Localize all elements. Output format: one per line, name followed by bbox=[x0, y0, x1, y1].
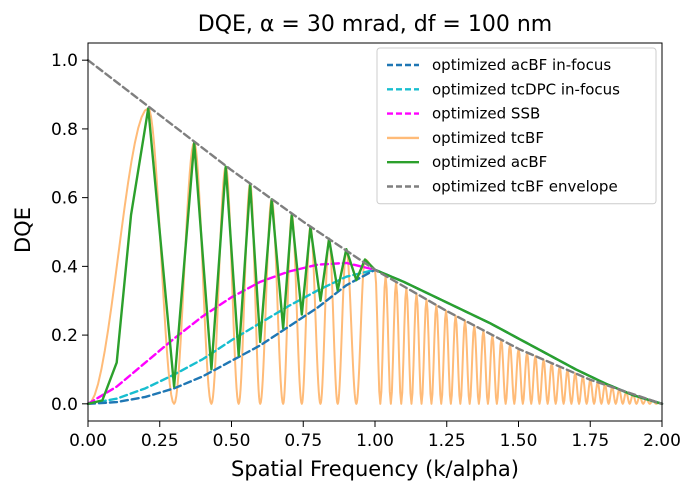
legend-label: optimized acBF in-focus bbox=[432, 56, 611, 74]
x-tick-label: 0.75 bbox=[284, 431, 322, 451]
legend-label: optimized tcBF bbox=[432, 129, 544, 147]
x-tick-label: 2.00 bbox=[643, 431, 681, 451]
y-tick-label: 0.4 bbox=[51, 257, 78, 277]
legend-label: optimized acBF bbox=[432, 153, 547, 171]
x-tick-label: 1.75 bbox=[571, 431, 609, 451]
x-axis-label: Spatial Frequency (k/alpha) bbox=[231, 457, 519, 481]
y-tick-label: 0.8 bbox=[51, 120, 78, 140]
y-tick-label: 1.0 bbox=[51, 51, 78, 71]
series-line-optimized-ssb bbox=[86, 261, 377, 406]
x-tick-label: 1.25 bbox=[428, 431, 466, 451]
series-line-optimized-acbf bbox=[86, 107, 664, 406]
y-tick-label: 0.0 bbox=[51, 395, 78, 415]
series-line-optimized-tcbf-envelope bbox=[86, 58, 664, 406]
x-tick-label: 1.00 bbox=[356, 431, 394, 451]
legend-label: optimized tcBF envelope bbox=[432, 178, 618, 196]
x-ticks: 0.00 0.25 0.50 0.75 1.00 1.25 1.50 1.75 2.00 bbox=[69, 421, 681, 451]
x-tick-label: 0.25 bbox=[141, 431, 179, 451]
legend-box bbox=[376, 47, 657, 205]
legend: optimized acBF in-focus optimized tcDPC i… bbox=[376, 47, 657, 205]
legend-label: optimized tcDPC in-focus bbox=[432, 80, 620, 98]
x-tick-label: 0.50 bbox=[213, 431, 251, 451]
x-tick-label: 0.00 bbox=[69, 431, 107, 451]
y-axis-label: DQE bbox=[11, 207, 35, 253]
x-tick-label: 1.50 bbox=[500, 431, 538, 451]
series-layer bbox=[86, 58, 664, 406]
y-tick-label: 0.2 bbox=[51, 326, 78, 346]
plot-area bbox=[86, 42, 664, 422]
y-tick-label: 0.6 bbox=[51, 189, 78, 209]
chart-title: DQE, α = 30 mrad, df = 100 nm bbox=[198, 12, 552, 37]
legend-label: optimized SSB bbox=[432, 105, 540, 123]
y-ticks: 0.0 0.2 0.4 0.6 0.8 1.0 bbox=[51, 51, 88, 415]
